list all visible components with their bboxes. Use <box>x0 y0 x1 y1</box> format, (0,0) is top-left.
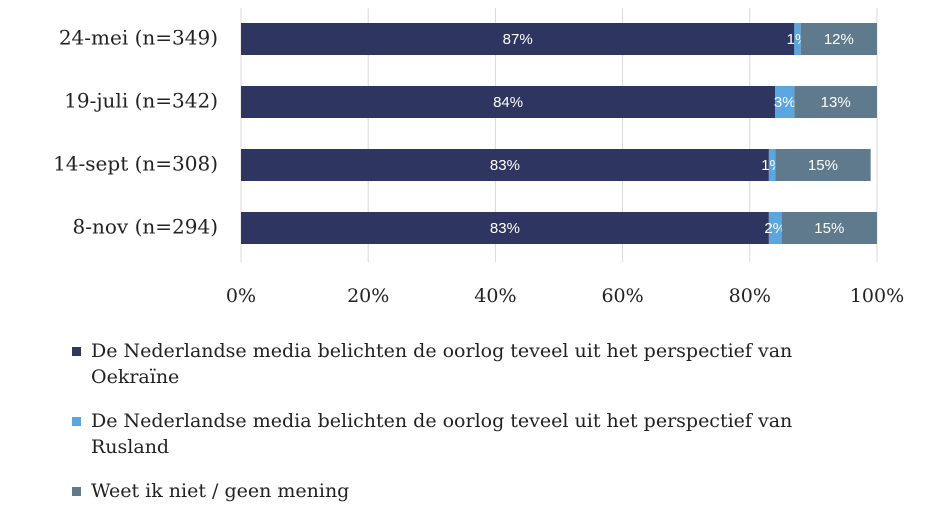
data-label: 2% <box>764 220 786 237</box>
bar-segment <box>241 86 776 118</box>
legend-swatch <box>72 487 81 496</box>
category-label: 8-nov (n=294) <box>73 215 218 239</box>
category-label: 14-sept (n=308) <box>53 152 218 176</box>
bar-segment <box>800 23 877 55</box>
bar-segment <box>768 212 782 244</box>
legend: De Nederlandse media belichten de oorlog… <box>72 338 862 522</box>
category-label: 19-juli (n=342) <box>64 89 218 113</box>
chart: 0% 20% 40% 60% 80% 100%24-mei (n=349) 87% 1% 12%… <box>53 8 904 307</box>
data-label: 3% <box>774 94 796 111</box>
bar-segment <box>794 86 877 118</box>
legend-label: De Nederlandse media belichten de oorlog… <box>91 410 793 458</box>
legend-item: Weet ik niet / geen mening <box>72 478 862 504</box>
bar-segment <box>775 149 871 181</box>
bar-segment <box>241 212 769 244</box>
legend-label: De Nederlandse media belichten de oorlog… <box>91 340 793 388</box>
data-label: 15% <box>814 220 844 237</box>
legend-swatch <box>72 347 81 356</box>
data-label: 83% <box>490 220 520 237</box>
x-tick-label: 20% <box>347 285 389 307</box>
x-tick-label: 100% <box>850 285 904 307</box>
data-label: 87% <box>503 31 533 48</box>
data-label: 12% <box>824 31 854 48</box>
legend-item: De Nederlandse media belichten de oorlog… <box>72 408 862 460</box>
bar-segment <box>794 23 801 55</box>
bar-segment <box>241 23 795 55</box>
data-label: 84% <box>493 94 523 111</box>
bar-segment <box>775 86 795 118</box>
bar-segment <box>768 149 776 181</box>
x-tick-label: 60% <box>601 285 643 307</box>
x-tick-label: 80% <box>729 285 771 307</box>
bar-segment <box>241 149 769 181</box>
x-tick-label: 0% <box>226 285 256 307</box>
legend-label: Weet ik niet / geen mening <box>91 480 350 502</box>
data-label: 15% <box>808 157 838 174</box>
category-label: 24-mei (n=349) <box>59 26 218 50</box>
x-tick-label: 40% <box>474 285 516 307</box>
legend-swatch <box>72 417 81 426</box>
bar-segment <box>781 212 877 244</box>
legend-item: De Nederlandse media belichten de oorlog… <box>72 338 862 390</box>
data-label: 13% <box>821 94 851 111</box>
data-label: 83% <box>490 157 520 174</box>
